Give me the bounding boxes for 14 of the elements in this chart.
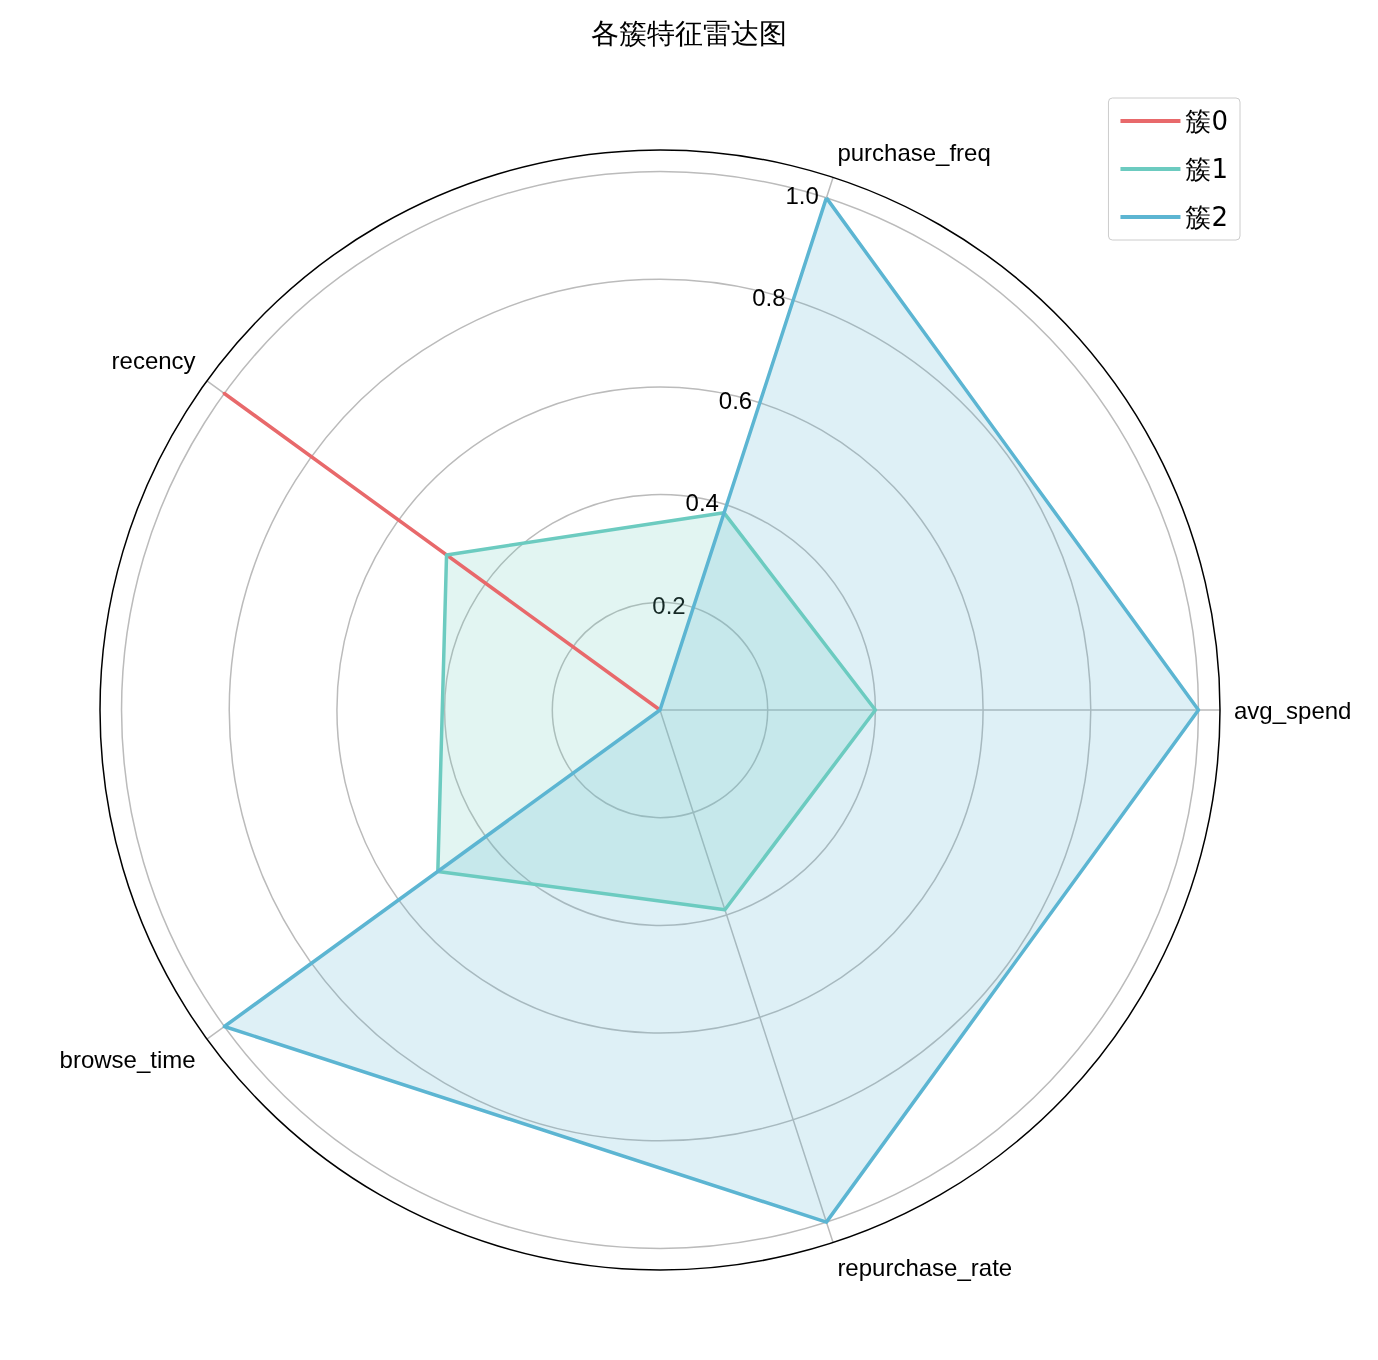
y-tick-label: 0.2	[652, 591, 686, 619]
legend-label: 簇0	[1185, 106, 1228, 136]
spoke-label: repurchase_rate	[837, 1254, 1013, 1282]
spoke-label: purchase_freq	[837, 138, 991, 166]
y-tick-label: 0.4	[685, 489, 719, 517]
y-tick-label: 1.0	[785, 181, 819, 209]
spoke-label: recency	[111, 347, 196, 375]
spoke-label: avg_spend	[1234, 696, 1352, 724]
spoke-label: browse_time	[59, 1045, 196, 1073]
legend-label: 簇1	[1185, 154, 1228, 184]
chart-title: 各簇特征雷达图	[591, 16, 787, 50]
y-tick-label: 0.6	[718, 386, 753, 414]
legend-label: 簇2	[1185, 202, 1228, 232]
y-tick-label: 0.8	[752, 284, 786, 312]
